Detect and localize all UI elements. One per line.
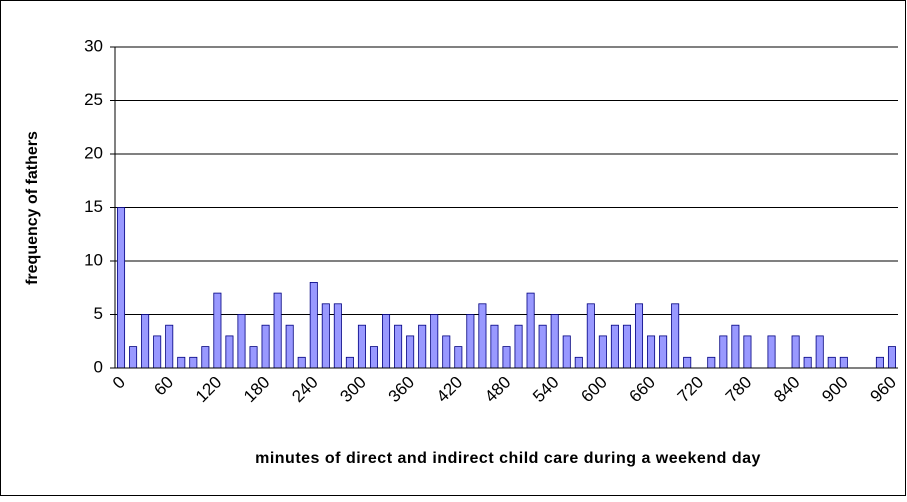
bar	[887, 346, 896, 369]
bar	[610, 324, 619, 369]
bar	[189, 356, 198, 369]
bar	[201, 346, 210, 369]
bar	[791, 335, 800, 369]
bar	[767, 335, 776, 369]
bar	[418, 324, 427, 369]
bar	[165, 324, 174, 369]
bar	[502, 346, 511, 369]
bar	[454, 346, 463, 369]
bar	[707, 356, 716, 369]
y-tick-label: 0	[94, 357, 103, 376]
bar	[598, 335, 607, 369]
bar	[273, 292, 282, 369]
bar	[357, 324, 366, 369]
bar	[321, 303, 330, 369]
bar	[550, 314, 559, 369]
bar	[285, 324, 294, 369]
bar	[430, 314, 439, 369]
bar	[177, 356, 186, 369]
bar	[815, 335, 824, 369]
bar	[803, 356, 812, 369]
y-tick-label: 15	[84, 197, 103, 216]
bar	[526, 292, 535, 369]
bar	[586, 303, 595, 369]
bar	[875, 356, 884, 369]
bar	[514, 324, 523, 369]
bar	[261, 324, 270, 369]
bar	[719, 335, 728, 369]
bar	[731, 324, 740, 369]
bar	[827, 356, 836, 369]
bar	[562, 335, 571, 369]
bar	[129, 346, 138, 369]
bar	[297, 356, 306, 369]
bar	[839, 356, 848, 369]
bar	[333, 303, 342, 369]
bar	[634, 303, 644, 369]
x-axis-label: minutes of direct and indirect child car…	[255, 450, 761, 467]
bar	[237, 314, 246, 369]
y-tick-label: 5	[94, 304, 103, 323]
y-tick-label: 20	[84, 143, 103, 162]
bar	[622, 324, 631, 369]
bar	[671, 303, 680, 369]
bar	[647, 335, 656, 369]
y-tick-label: 25	[84, 90, 103, 109]
bar	[141, 314, 150, 369]
bar	[659, 335, 668, 369]
bar	[225, 335, 234, 369]
bar	[406, 335, 415, 369]
bar	[117, 207, 126, 369]
bar	[743, 335, 752, 369]
bar	[490, 324, 499, 369]
bar	[309, 281, 318, 369]
y-tick-label: 30	[84, 36, 103, 55]
bar	[466, 314, 475, 369]
y-tick-label: 10	[84, 250, 103, 269]
bar	[574, 356, 583, 369]
bar	[683, 356, 692, 369]
bar	[394, 324, 403, 369]
bar	[249, 346, 258, 369]
y-axis-label: frequency of fathers	[24, 131, 41, 285]
bar	[538, 324, 547, 369]
bar	[213, 292, 222, 369]
bar	[345, 356, 354, 369]
bar	[478, 303, 487, 369]
bar	[369, 346, 379, 369]
bar	[442, 335, 451, 369]
bar	[153, 335, 162, 369]
bar	[382, 314, 391, 369]
